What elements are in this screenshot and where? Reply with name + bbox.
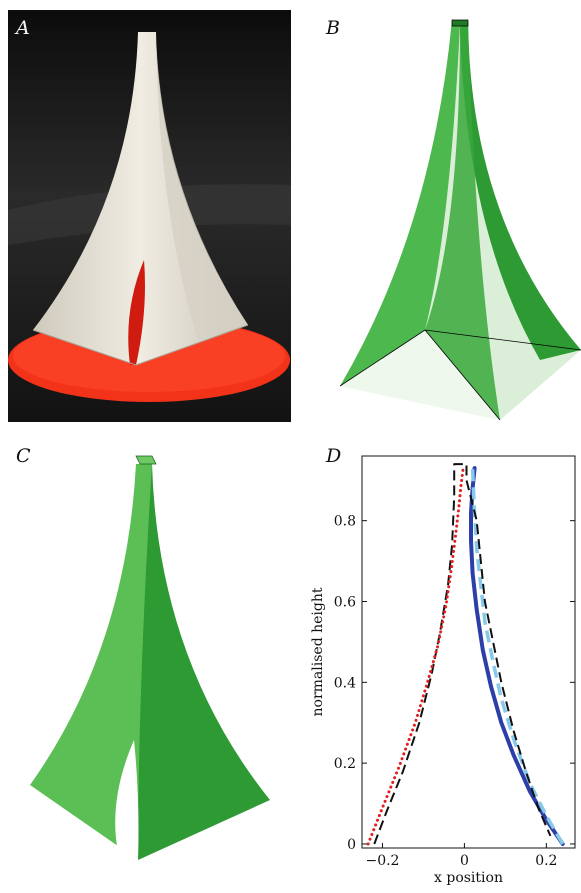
plot-frame [361, 455, 576, 849]
profile-chart: D −0.2 0 0.2 0 0.2 0.4 0.6 0.8 x position norma… [310, 445, 576, 886]
photo-shell-edge-right [135, 324, 249, 366]
photo-shell: A [8, 10, 291, 422]
photo-shell-edge-left [32, 329, 137, 366]
c-right-face [136, 464, 270, 860]
x-tick-label: −0.2 [365, 853, 399, 869]
photo-red-slit [128, 260, 145, 365]
series-line-1 [469, 466, 565, 846]
panel-label-c: C [16, 445, 31, 467]
b-tip [451, 19, 469, 27]
y-tick-label: 0.8 [334, 514, 356, 530]
panel-a: A [8, 10, 291, 422]
c-tip [135, 455, 157, 465]
c-white-slit [115, 740, 139, 860]
y-tick-label: 0.4 [334, 675, 356, 691]
panel-label-a: A [14, 17, 30, 39]
b-front-base [340, 330, 500, 420]
y-tick-label: 0.2 [334, 756, 356, 772]
photo-shell-side [156, 32, 248, 340]
panel-d: D −0.2 0 0.2 0 0.2 0.4 0.6 0.8 x position norma… [300, 440, 581, 893]
x-axis-label: x position [434, 870, 503, 886]
panel-label-d: D [325, 445, 341, 467]
b-left-face [340, 20, 460, 386]
panel-b: B [300, 10, 581, 435]
tick-layer: −0.2 0 0.2 0 0.2 0.4 0.6 0.8 [334, 514, 575, 869]
model-shell-c: C [16, 445, 270, 860]
series-line-3 [373, 463, 552, 845]
y-axis-label: normalised height [310, 587, 326, 716]
panel-c: C [8, 440, 291, 885]
c-left-face [30, 464, 152, 860]
x-tick-label: 0 [460, 853, 469, 869]
x-tick-label: 0.2 [535, 853, 557, 869]
y-tick-label: 0.6 [334, 594, 356, 610]
b-front-face [425, 20, 500, 420]
model-shell-b: B [325, 17, 581, 421]
panel-label-b: B [325, 17, 340, 39]
series-line-4 [366, 466, 465, 846]
b-edges [339, 329, 581, 421]
series-layer [366, 463, 565, 846]
y-tick-label: 0 [347, 837, 356, 853]
